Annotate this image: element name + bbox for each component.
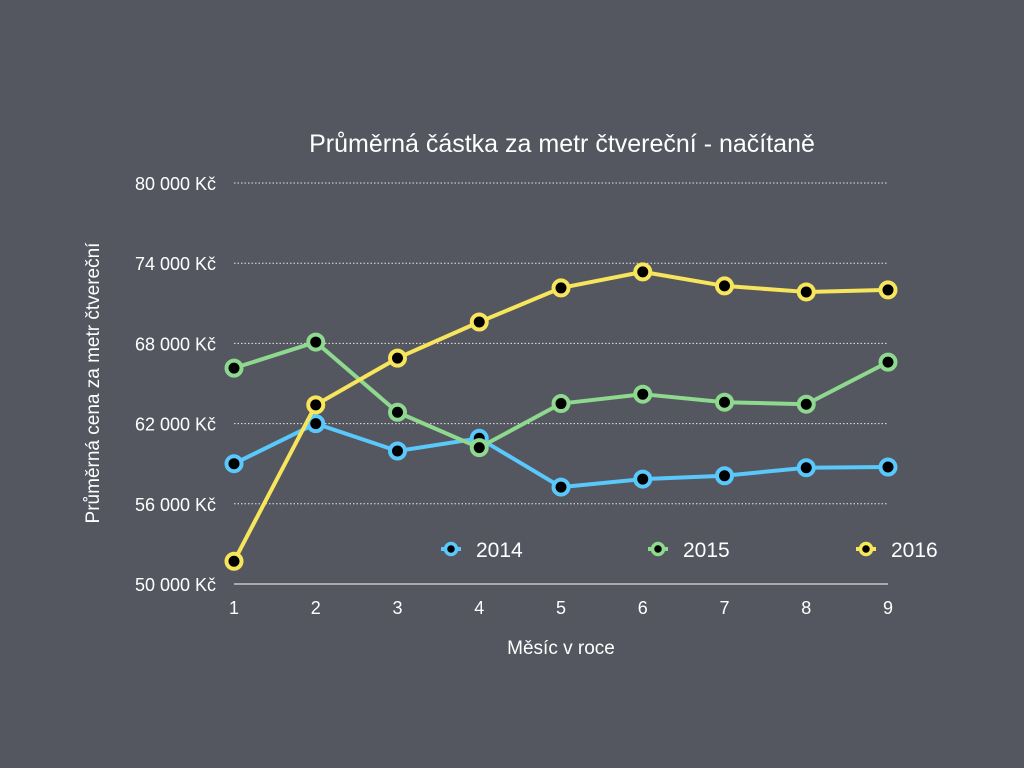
data-point [551,477,571,497]
data-point [388,441,407,461]
data-point [796,458,816,478]
data-point [388,402,407,422]
legend-item-2016: 2016 [856,539,938,562]
x-tick-label: 9 [883,598,893,618]
y-tick-label: 74 000 Kč [135,254,216,274]
series-2015 [224,332,898,458]
data-point [551,278,571,298]
series-line [233,421,889,490]
data-point [796,282,816,302]
x-tick-label: 8 [801,598,811,618]
y-tick-label: 56 000 Kč [135,495,216,515]
data-point [633,262,653,282]
x-axis-label: Měsíc v roce [507,638,615,659]
x-tick-label: 1 [229,598,239,618]
data-point [715,392,734,412]
data-point [224,358,244,378]
x-tick-label: 5 [556,598,566,618]
data-point [469,312,489,332]
series-line [232,269,889,563]
data-point [469,438,489,458]
data-point [224,454,244,474]
data-point [224,551,244,571]
data-point [878,457,898,477]
legend-label: 2015 [683,539,730,562]
y-tick-label: 50 000 Kč [135,575,216,595]
data-point [715,276,734,296]
x-tick-label: 2 [311,598,321,618]
x-tick-label: 3 [392,598,402,618]
data-point [551,394,571,414]
data-point [796,394,816,414]
data-point [388,348,407,368]
legend-item-2014: 2014 [441,539,523,562]
y-tick-label: 68 000 Kč [135,334,216,354]
y-tick-label: 62 000 Kč [135,415,216,435]
x-tick-label: 7 [719,598,729,618]
y-axis-label: Průměrná cena za metr čtvereční [83,242,104,524]
data-point [715,466,734,486]
series-2014 [224,414,898,497]
data-point [306,414,326,434]
series-2016 [224,262,898,571]
data-point [306,395,326,415]
data-point [878,352,898,372]
legend-item-2015: 2015 [648,539,730,562]
legend-marker [858,541,874,557]
y-tick-label: 80 000 Kč [135,174,216,194]
legend-marker [650,541,666,557]
x-tick-label: 4 [474,598,484,618]
chart-title: Průměrná částka za metr čtvereční - načí… [309,130,815,158]
data-point [306,332,326,352]
data-point [633,469,653,489]
legend-marker [443,541,459,557]
legend-label: 2016 [891,539,938,562]
legend-label: 2014 [476,539,523,562]
data-point [633,384,653,404]
data-point [878,280,898,300]
x-tick-label: 6 [638,598,648,618]
